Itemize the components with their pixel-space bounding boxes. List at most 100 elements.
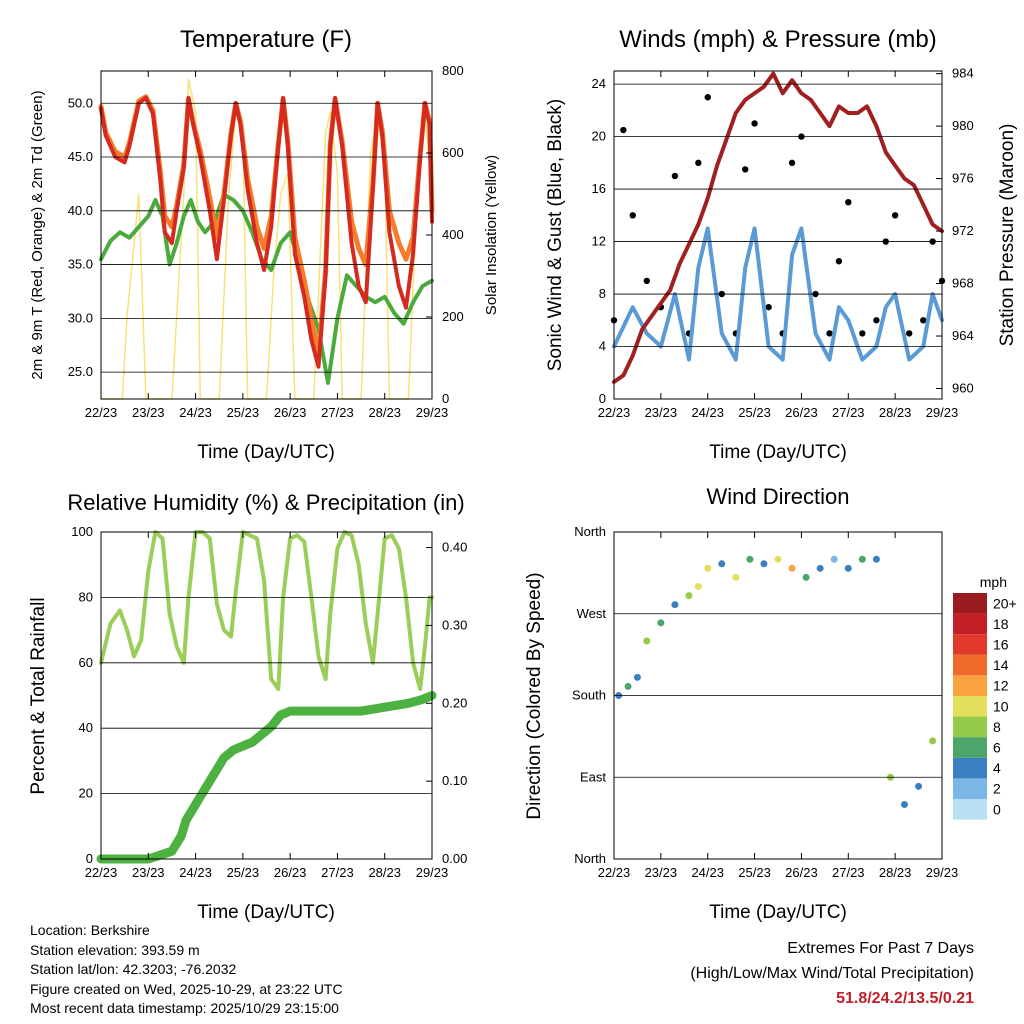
speed-legend-label: 6 [993, 740, 1001, 756]
humidity-y2tick-label: 0.40 [442, 540, 467, 555]
direction-ytick-label: North [574, 524, 606, 539]
temperature-xtick-label: 22/23 [85, 405, 118, 420]
direction-point [694, 583, 702, 590]
winds-xtick-label: 28/23 [879, 405, 912, 420]
direction-plot-area: 22/23 23/23 24/23 25/23 26/23 27/23 28/23 29/23… [572, 524, 958, 880]
winds-ytick-label: 12 [592, 234, 606, 249]
humidity-ytick-label: 80 [79, 589, 93, 604]
humidity-y2tick-label: 0.20 [442, 695, 467, 710]
winds-ytick-label: 4 [599, 339, 606, 354]
temperature-xtick-label: 25/23 [227, 405, 260, 420]
direction-xtick-label: 26/23 [785, 865, 818, 880]
temperature-xtick-label: 23/23 [132, 405, 165, 420]
station-info: Location: Berkshire Station elevation: 3… [30, 921, 343, 1019]
speed-legend-label: 18 [993, 616, 1009, 632]
speed-legend: mph 20+ 18 16 14 12 10 8 6 4 2 0 [953, 574, 1017, 820]
sonic-wind-line [612, 226, 944, 362]
temperature-xtick-label: 27/23 [321, 405, 354, 420]
winds-xtick-label: 29/23 [926, 405, 959, 420]
direction-frame [613, 531, 943, 860]
direction-point [830, 555, 838, 563]
gust-point [742, 166, 749, 173]
gust-point [845, 199, 852, 206]
winds-y2tick-label: 980 [952, 118, 974, 133]
speed-legend-swatch [953, 757, 987, 779]
extremes-values: 51.8/24.2/13.5/0.21 [836, 990, 974, 1007]
gust-point [891, 212, 899, 219]
humidity-ytick-label: 20 [79, 786, 93, 801]
temperature-panel: Temperature (F) 22/23 23/23 24/23 25/23 26/2… [29, 26, 500, 463]
gust-point [629, 212, 636, 219]
temp-2m-line [99, 95, 434, 369]
direction-point [643, 637, 651, 645]
direction-ylabel-left: Direction (Colored By Speed) [524, 572, 545, 819]
recent-timestamp: Most recent data timestamp: 2025/10/29 2… [30, 1000, 339, 1016]
gust-point [671, 172, 679, 180]
winds-xtick-label: 27/23 [832, 405, 865, 420]
direction-point [732, 573, 740, 581]
direction-ytick-label: North [574, 851, 606, 866]
winds-xtick-label: 25/23 [738, 405, 771, 420]
humidity-ytick-label: 100 [71, 524, 93, 539]
temperature-ylabel-right: Solar Insolation (Yellow) [483, 155, 500, 315]
temperature-title: Temperature (F) [180, 26, 352, 53]
humidity-xtick-label: 24/23 [179, 865, 212, 880]
winds-xtick-label: 24/23 [691, 405, 724, 420]
temperature-ylabel-left: 2m & 9m T (Red, Orange) & 2m Td (Green) [29, 90, 46, 379]
humidity-y2tick-label: 0.10 [442, 773, 467, 788]
temperature-xtick-label: 29/23 [416, 405, 449, 420]
winds-y2tick-label: 984 [952, 66, 974, 81]
direction-point [704, 564, 712, 572]
direction-point [816, 564, 824, 572]
temperature-ytick-label: 30.0 [68, 310, 93, 325]
humidity-xlabel: Time (Day/UTC) [197, 902, 335, 923]
winds-plot-area: 22/23 23/23 24/23 25/23 26/23 27/23 28/23 29/23… [592, 66, 974, 420]
winds-ytick-label: 0 [599, 391, 606, 406]
direction-point [901, 801, 909, 808]
speed-legend-label: 0 [993, 801, 1001, 817]
temperature-ytick-label: 25.0 [68, 364, 93, 379]
speed-legend-swatch [953, 778, 987, 799]
temperature-ytick-label: 45.0 [68, 149, 93, 164]
direction-point [844, 564, 852, 572]
winds-xtick-label: 26/23 [785, 405, 818, 420]
temperature-xlabel: Time (Day/UTC) [197, 442, 335, 463]
winds-ytick-label: 20 [592, 129, 606, 144]
gust-point [643, 277, 650, 285]
direction-point [760, 560, 768, 568]
precipitation-line [96, 691, 437, 864]
gust-point [765, 303, 772, 311]
pressure-line [612, 71, 944, 384]
temperature-ytick-label: 50.0 [68, 95, 93, 110]
humidity-panel: Relative Humidity (%) & Precipitation (i… [28, 490, 467, 923]
speed-legend-swatch [953, 593, 987, 614]
humidity-xtick-label: 25/23 [227, 865, 260, 880]
temperature-y2tick-label: 800 [442, 63, 464, 78]
humidity-xtick-label: 22/23 [85, 865, 118, 880]
humidity-xtick-label: 28/23 [368, 865, 401, 880]
humidity-ylabel-left: Percent & Total Rainfall [28, 597, 49, 794]
speed-legend-label: 2 [993, 781, 1001, 797]
gust-point [620, 126, 627, 134]
temperature-ytick-label: 35.0 [68, 257, 93, 272]
humidity-line [99, 530, 434, 691]
direction-xtick-label: 29/23 [926, 865, 959, 880]
direction-point [872, 555, 880, 563]
humidity-xtick-label: 27/23 [321, 865, 354, 880]
direction-xtick-label: 25/23 [738, 865, 771, 880]
temperature-ytick-label: 40.0 [68, 203, 93, 218]
direction-point [746, 555, 754, 563]
speed-legend-label: 12 [993, 678, 1009, 694]
humidity-ytick-label: 60 [79, 655, 93, 670]
direction-ytick-label: West [577, 606, 607, 621]
humidity-title: Relative Humidity (%) & Precipitation (i… [67, 490, 464, 515]
speed-legend-swatch [953, 716, 987, 738]
direction-xtick-label: 23/23 [645, 865, 678, 880]
speed-legend-label: 8 [993, 719, 1001, 735]
speed-legend-title: mph [980, 574, 1007, 590]
temperature-y2tick-label: 400 [442, 227, 464, 242]
dewpoint-line [99, 192, 434, 385]
humidity-xtick-label: 29/23 [416, 865, 449, 880]
station-elevation: Station elevation: 393.59 m [30, 941, 200, 958]
